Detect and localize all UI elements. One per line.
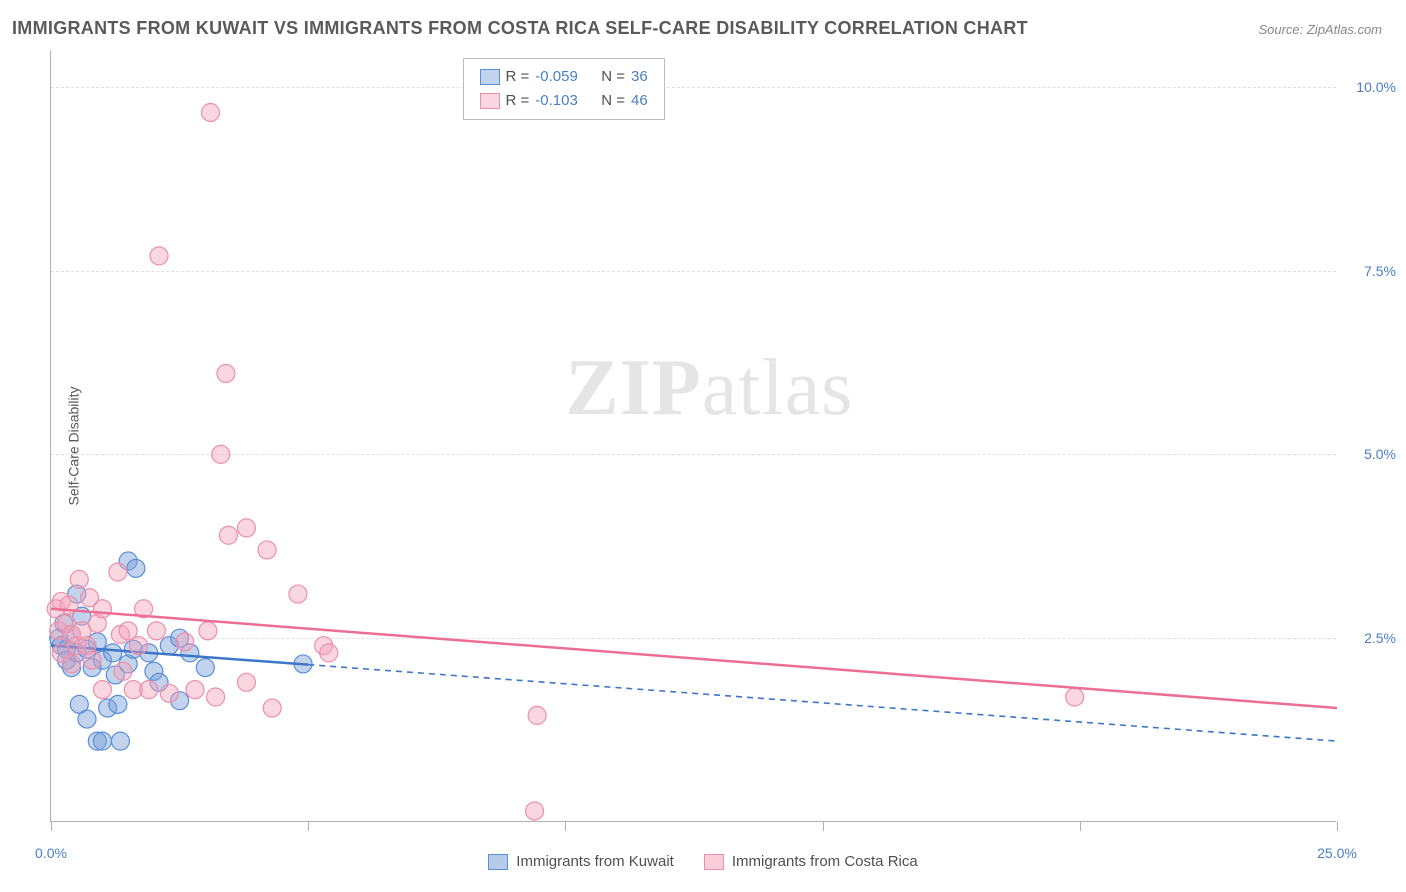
stat-n-value: 46 xyxy=(631,89,648,113)
stats-row: R =-0.059N =36 xyxy=(480,65,648,89)
data-point xyxy=(528,706,546,724)
stat-r-value: -0.103 xyxy=(535,89,595,113)
plot-area: 2.5%5.0%7.5%10.0%0.0%25.0%ZIPatlasR =-0.… xyxy=(50,50,1336,822)
stat-r-label: R = xyxy=(506,89,530,113)
stat-n-value: 36 xyxy=(631,65,648,89)
legend-item: Immigrants from Kuwait xyxy=(488,853,674,870)
data-point xyxy=(320,644,338,662)
y-tick-label: 5.0% xyxy=(1364,446,1396,462)
x-tick xyxy=(1080,821,1081,831)
data-point xyxy=(70,570,88,588)
stat-r-value: -0.059 xyxy=(535,65,595,89)
y-tick-label: 10.0% xyxy=(1356,79,1396,95)
data-point xyxy=(104,644,122,662)
y-tick-label: 7.5% xyxy=(1364,263,1396,279)
data-point xyxy=(289,585,307,603)
data-point xyxy=(93,732,111,750)
data-point xyxy=(219,526,237,544)
data-point xyxy=(93,681,111,699)
data-point xyxy=(1066,688,1084,706)
data-point xyxy=(212,445,230,463)
data-point xyxy=(150,247,168,265)
x-tick xyxy=(308,821,309,831)
data-point xyxy=(217,365,235,383)
data-point xyxy=(78,710,96,728)
data-point xyxy=(201,103,219,121)
legend-swatch xyxy=(480,69,500,85)
legend-item: Immigrants from Costa Rica xyxy=(704,853,918,870)
x-tick xyxy=(51,821,52,831)
data-point xyxy=(526,802,544,820)
data-point xyxy=(93,600,111,618)
legend-swatch xyxy=(704,854,724,870)
trend-line-dashed xyxy=(308,665,1337,741)
data-point xyxy=(63,655,81,673)
data-point xyxy=(109,695,127,713)
legend-label: Immigrants from Kuwait xyxy=(516,853,674,870)
data-point xyxy=(147,622,165,640)
chart-title: IMMIGRANTS FROM KUWAIT VS IMMIGRANTS FRO… xyxy=(12,18,1028,39)
data-point xyxy=(196,659,214,677)
data-point xyxy=(129,637,147,655)
data-point xyxy=(176,633,194,651)
data-point xyxy=(127,559,145,577)
x-tick xyxy=(1337,821,1338,831)
stats-row: R =-0.103N =46 xyxy=(480,89,648,113)
data-point xyxy=(114,662,132,680)
legend-swatch xyxy=(488,854,508,870)
stat-n-label: N = xyxy=(601,65,625,89)
data-point xyxy=(258,541,276,559)
data-point xyxy=(237,673,255,691)
data-point xyxy=(237,519,255,537)
data-point xyxy=(160,684,178,702)
legend-label: Immigrants from Costa Rica xyxy=(732,853,918,870)
bottom-legend: Immigrants from Kuwait Immigrants from Co… xyxy=(0,853,1406,870)
stat-r-label: R = xyxy=(506,65,530,89)
data-point xyxy=(109,563,127,581)
data-point xyxy=(186,681,204,699)
data-point xyxy=(199,622,217,640)
stats-legend: R =-0.059N =36R =-0.103N =46 xyxy=(463,58,665,120)
x-tick xyxy=(823,821,824,831)
legend-swatch xyxy=(480,93,500,109)
data-point xyxy=(83,651,101,669)
data-point xyxy=(111,732,129,750)
data-point xyxy=(140,681,158,699)
plot-svg xyxy=(51,50,1336,821)
source-label: Source: ZipAtlas.com xyxy=(1258,22,1382,37)
x-tick xyxy=(565,821,566,831)
stat-n-label: N = xyxy=(601,89,625,113)
data-point xyxy=(263,699,281,717)
y-tick-label: 2.5% xyxy=(1364,630,1396,646)
data-point xyxy=(207,688,225,706)
